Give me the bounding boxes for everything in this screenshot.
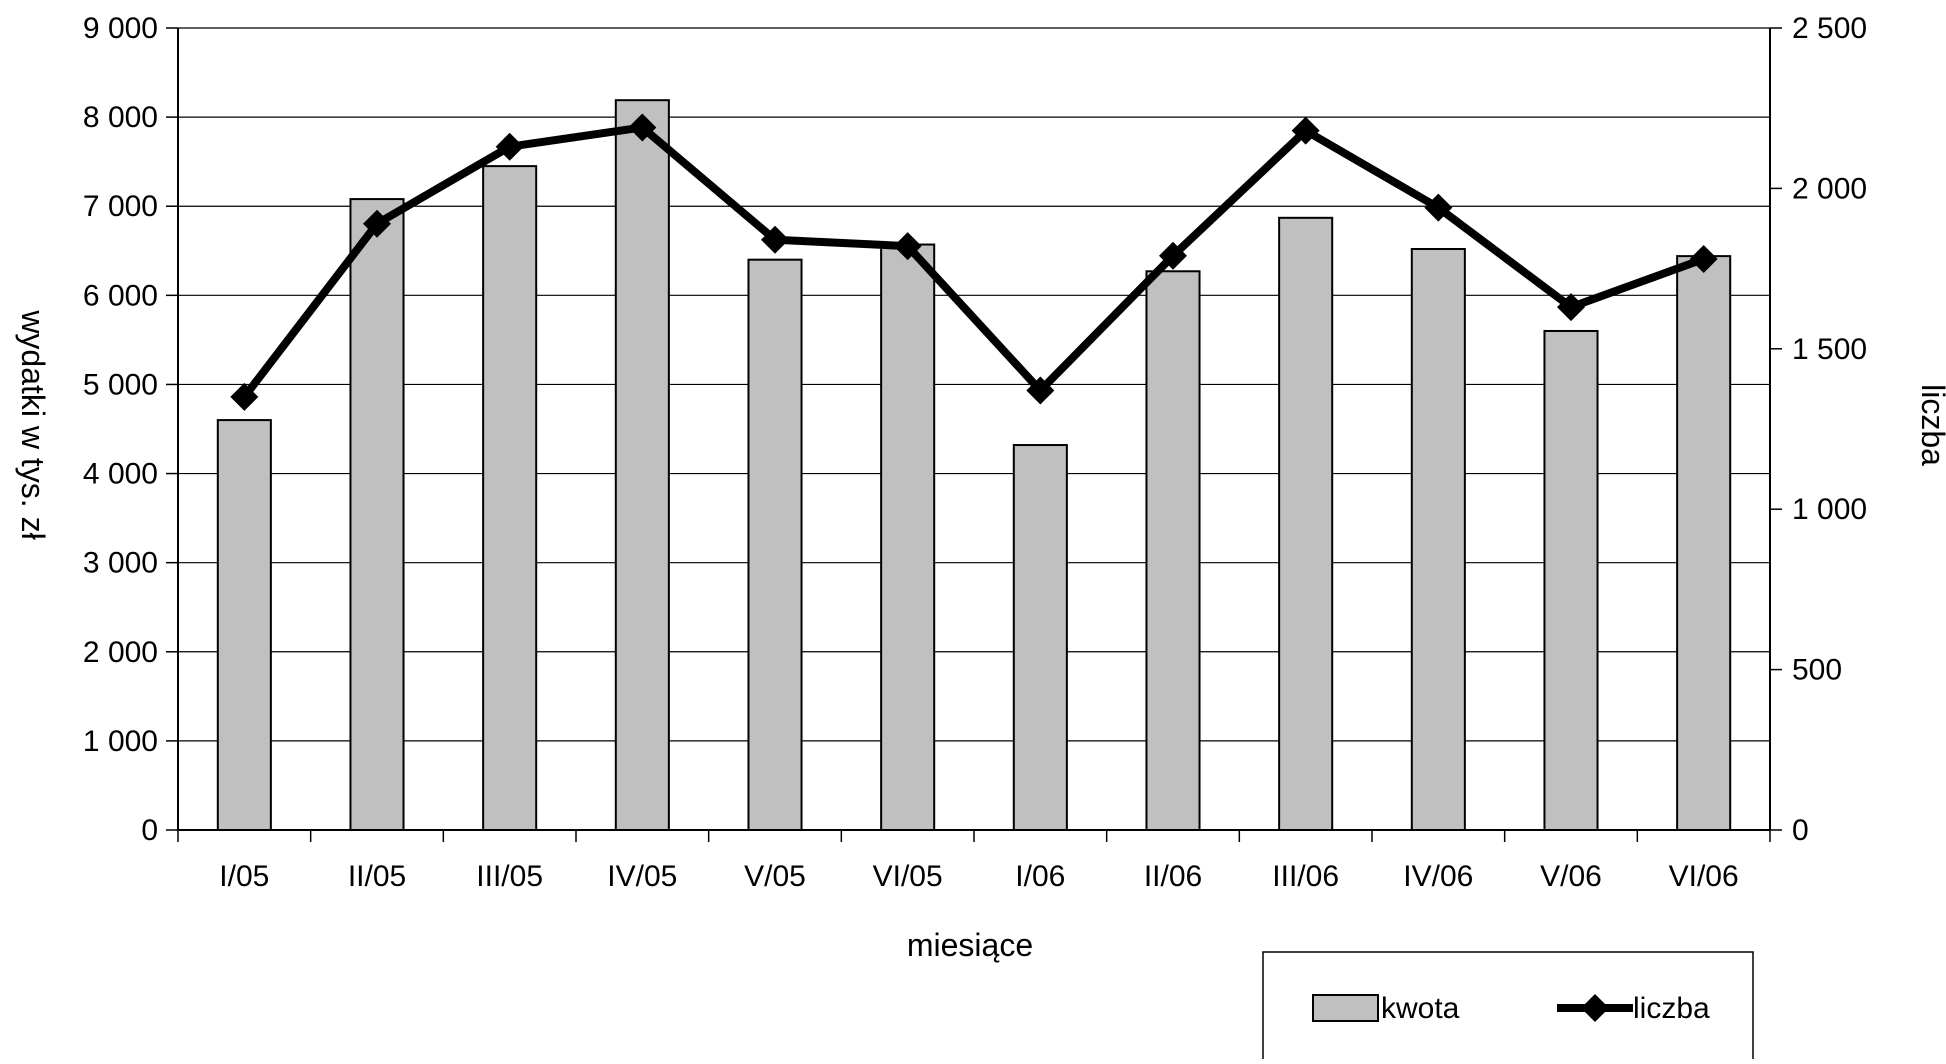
bar-III/05 <box>482 165 538 832</box>
bar-IV/05 <box>614 99 670 832</box>
legend-label-liczba: liczba <box>1633 992 1710 1025</box>
axes <box>166 27 1782 842</box>
y-tick-label: 9 000 <box>83 12 158 45</box>
x-tick-label: I/06 <box>1015 860 1065 893</box>
y-tick-label: 8 000 <box>83 101 158 134</box>
y-tick-label: 3 000 <box>83 547 158 580</box>
marker-IV/05 <box>628 113 657 142</box>
marker-IV/06 <box>1424 193 1453 222</box>
y-tick-label: 7 000 <box>83 190 158 223</box>
y2-tick-label: 1 500 <box>1792 333 1867 366</box>
y2-tick-label: 1 000 <box>1792 493 1867 526</box>
legend-label-kwota: kwota <box>1381 992 1460 1025</box>
y2-tick-label: 500 <box>1792 654 1842 687</box>
y2-axis-title: liczba <box>1915 384 1946 466</box>
y-tick-label: 6 000 <box>83 279 158 312</box>
y-tick-label: 2 000 <box>83 636 158 669</box>
gridlines <box>178 27 1770 742</box>
marker-I/06 <box>1026 376 1055 405</box>
marker-I/05 <box>230 382 259 411</box>
marker-II/05 <box>363 209 391 238</box>
bar-III/06 <box>1278 216 1334 832</box>
x-tick-label: V/06 <box>1540 860 1602 893</box>
marker-V/05 <box>761 225 789 254</box>
marker-VI/05 <box>893 232 922 261</box>
marker-III/06 <box>1291 116 1320 145</box>
bar-I/05 <box>216 419 272 831</box>
y2-tick-label: 0 <box>1792 814 1809 847</box>
marker-VI/06 <box>1689 244 1718 273</box>
x-tick-label: V/05 <box>744 860 806 893</box>
y-tick-label: 5 000 <box>83 368 158 401</box>
x-tick-label: II/06 <box>1144 860 1202 893</box>
y-axis-title: wydatki w tys. zł <box>15 309 51 539</box>
legend-swatch-kwota <box>1312 994 1379 1022</box>
y-tick-label: 4 000 <box>83 458 158 491</box>
legend: kwota liczba <box>1262 951 1754 1064</box>
y2-tick-label: 2 500 <box>1792 12 1867 45</box>
marker-V/06 <box>1557 293 1585 322</box>
bar-II/06 <box>1145 270 1201 832</box>
bar-II/05 <box>349 198 405 832</box>
x-tick-label: III/06 <box>1272 860 1339 893</box>
x-tick-label: IV/06 <box>1403 860 1473 893</box>
bar-V/06 <box>1543 329 1599 831</box>
marker-III/05 <box>495 132 524 161</box>
x-tick-label: II/05 <box>348 860 406 893</box>
marker-II/06 <box>1159 241 1187 270</box>
x-tick-label: I/05 <box>219 860 269 893</box>
x-tick-label: VI/06 <box>1669 860 1739 893</box>
x-tick-label: III/05 <box>476 860 543 893</box>
y-tick-label: 0 <box>141 814 158 847</box>
tick-labels: 0 1 000 2 000 3 000 4 000 5 000 6 000 7 000 8 00… <box>83 12 1867 893</box>
x-axis-title: miesiące <box>907 927 1033 963</box>
bar-VI/06 <box>1676 255 1732 831</box>
bar-I/06 <box>1012 444 1068 831</box>
y2-tick-label: 2 000 <box>1792 172 1867 205</box>
legend-marker-liczba <box>1581 994 1609 1022</box>
x-tick-label: VI/05 <box>873 860 943 893</box>
y-tick-label: 1 000 <box>83 725 158 758</box>
x-tick-label: IV/05 <box>607 860 677 893</box>
line-liczba <box>241 123 1706 400</box>
bar-series <box>216 99 1732 832</box>
bar-VI/05 <box>880 243 936 832</box>
bar-IV/06 <box>1410 247 1466 832</box>
line-series <box>230 113 1718 411</box>
bar-V/05 <box>747 258 803 831</box>
